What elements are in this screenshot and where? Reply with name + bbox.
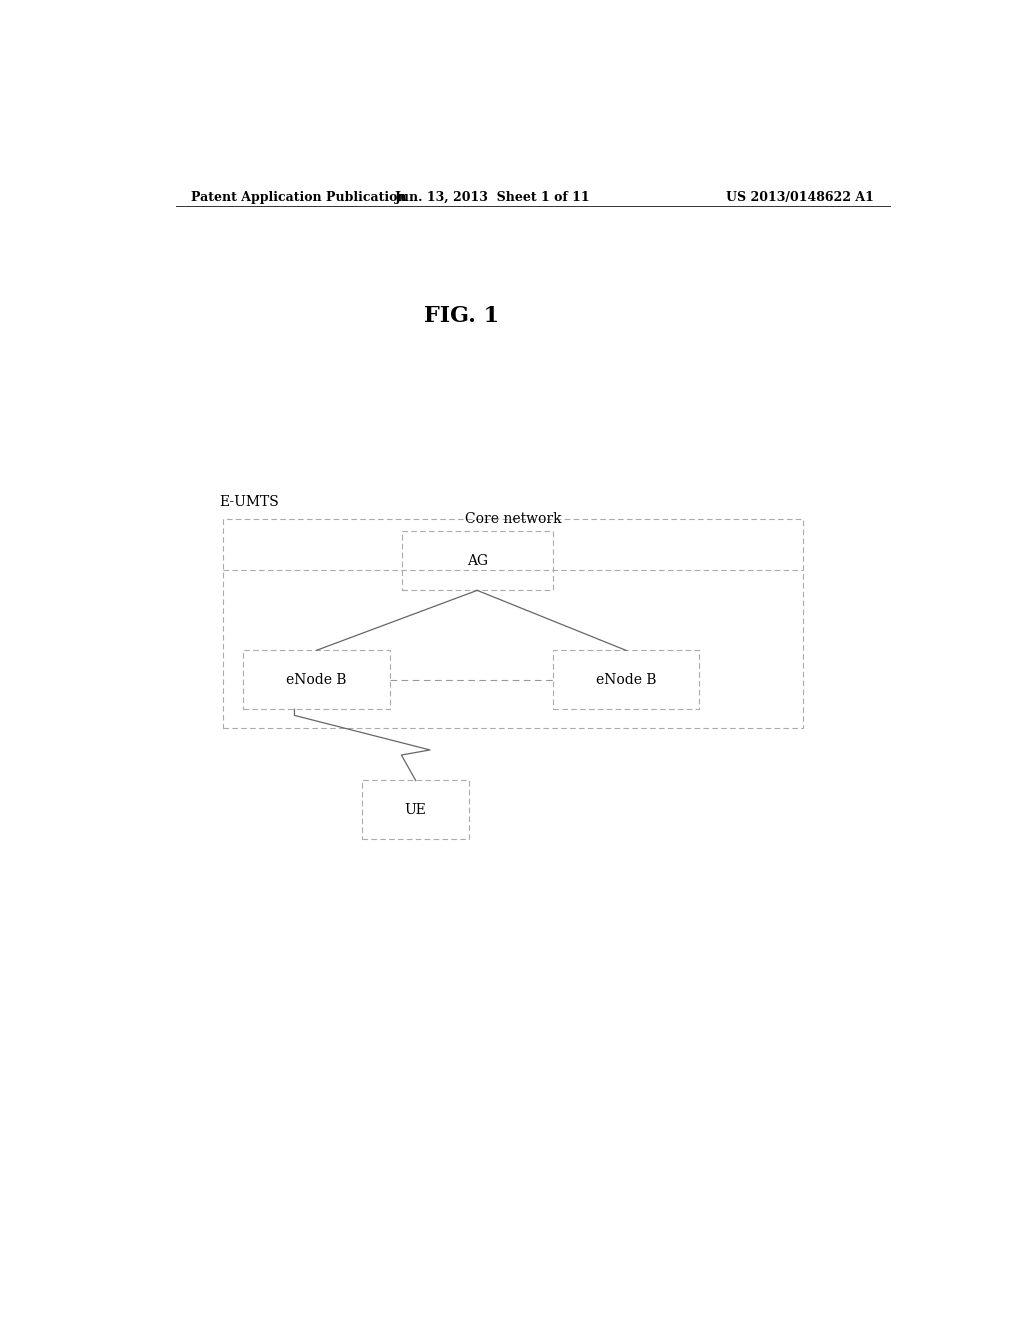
Text: AG: AG <box>467 554 487 568</box>
Text: US 2013/0148622 A1: US 2013/0148622 A1 <box>726 190 873 203</box>
Text: FIG. 1: FIG. 1 <box>424 305 499 327</box>
FancyBboxPatch shape <box>401 532 553 590</box>
Text: Core network: Core network <box>465 512 561 527</box>
FancyBboxPatch shape <box>223 519 803 727</box>
Text: UE: UE <box>404 803 427 817</box>
Text: eNode B: eNode B <box>287 673 347 686</box>
FancyBboxPatch shape <box>362 780 469 840</box>
Text: Patent Application Publication: Patent Application Publication <box>191 190 407 203</box>
Text: eNode B: eNode B <box>596 673 656 686</box>
FancyBboxPatch shape <box>243 651 390 709</box>
Text: E-UMTS: E-UMTS <box>219 495 279 510</box>
FancyBboxPatch shape <box>553 651 699 709</box>
Text: Jun. 13, 2013  Sheet 1 of 11: Jun. 13, 2013 Sheet 1 of 11 <box>395 190 591 203</box>
